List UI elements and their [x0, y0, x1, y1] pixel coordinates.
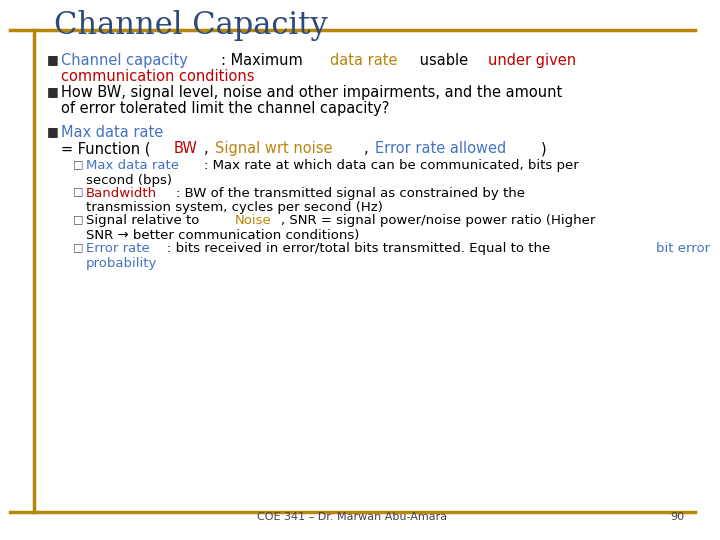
Text: Bandwidth: Bandwidth: [86, 187, 157, 200]
Text: second (bps): second (bps): [86, 174, 172, 187]
Text: Max data rate: Max data rate: [60, 125, 163, 140]
Text: data rate: data rate: [330, 53, 397, 68]
Text: : bits received in error/total bits transmitted. Equal to the: : bits received in error/total bits tran…: [166, 242, 554, 255]
Text: ): ): [541, 141, 546, 156]
Text: , SNR = signal power/noise power ratio (Higher: , SNR = signal power/noise power ratio (…: [281, 214, 595, 227]
Text: Signal wrt noise: Signal wrt noise: [215, 141, 333, 156]
Text: □: □: [73, 214, 84, 224]
Text: How BW, signal level, noise and other impairments, and the amount: How BW, signal level, noise and other im…: [60, 85, 562, 100]
Text: bit error: bit error: [656, 242, 710, 255]
Text: Max data rate: Max data rate: [86, 159, 179, 172]
Text: COE 341 – Dr. Marwan Abu-Amara: COE 341 – Dr. Marwan Abu-Amara: [257, 512, 447, 522]
Text: Error rate: Error rate: [86, 242, 150, 255]
Text: BW: BW: [174, 141, 197, 156]
Text: ■: ■: [47, 85, 59, 98]
Text: communication conditions: communication conditions: [60, 69, 254, 84]
Text: ,: ,: [364, 141, 373, 156]
Text: = Function (: = Function (: [60, 141, 150, 156]
Text: Signal relative to: Signal relative to: [86, 214, 204, 227]
Text: □: □: [73, 242, 84, 252]
Text: ■: ■: [47, 125, 59, 138]
Text: □: □: [73, 187, 84, 197]
Text: Noise: Noise: [235, 214, 271, 227]
Text: SNR → better communication conditions): SNR → better communication conditions): [86, 229, 359, 242]
Text: □: □: [73, 159, 84, 169]
Text: usable: usable: [415, 53, 473, 68]
Text: of error tolerated limit the channel capacity?: of error tolerated limit the channel cap…: [60, 102, 389, 116]
Text: ,: ,: [204, 141, 213, 156]
Text: 90: 90: [671, 512, 685, 522]
Text: ■: ■: [47, 53, 59, 66]
Text: : Maximum: : Maximum: [221, 53, 307, 68]
Text: Error rate allowed: Error rate allowed: [375, 141, 507, 156]
Text: transmission system, cycles per second (Hz): transmission system, cycles per second (…: [86, 201, 383, 214]
Text: : BW of the transmitted signal as constrained by the: : BW of the transmitted signal as constr…: [176, 187, 525, 200]
Text: Channel capacity: Channel capacity: [60, 53, 187, 68]
Text: : Max rate at which data can be communicated, bits per: : Max rate at which data can be communic…: [204, 159, 578, 172]
Text: probability: probability: [86, 256, 158, 269]
Text: under given: under given: [488, 53, 576, 68]
Text: Channel Capacity: Channel Capacity: [54, 10, 328, 41]
